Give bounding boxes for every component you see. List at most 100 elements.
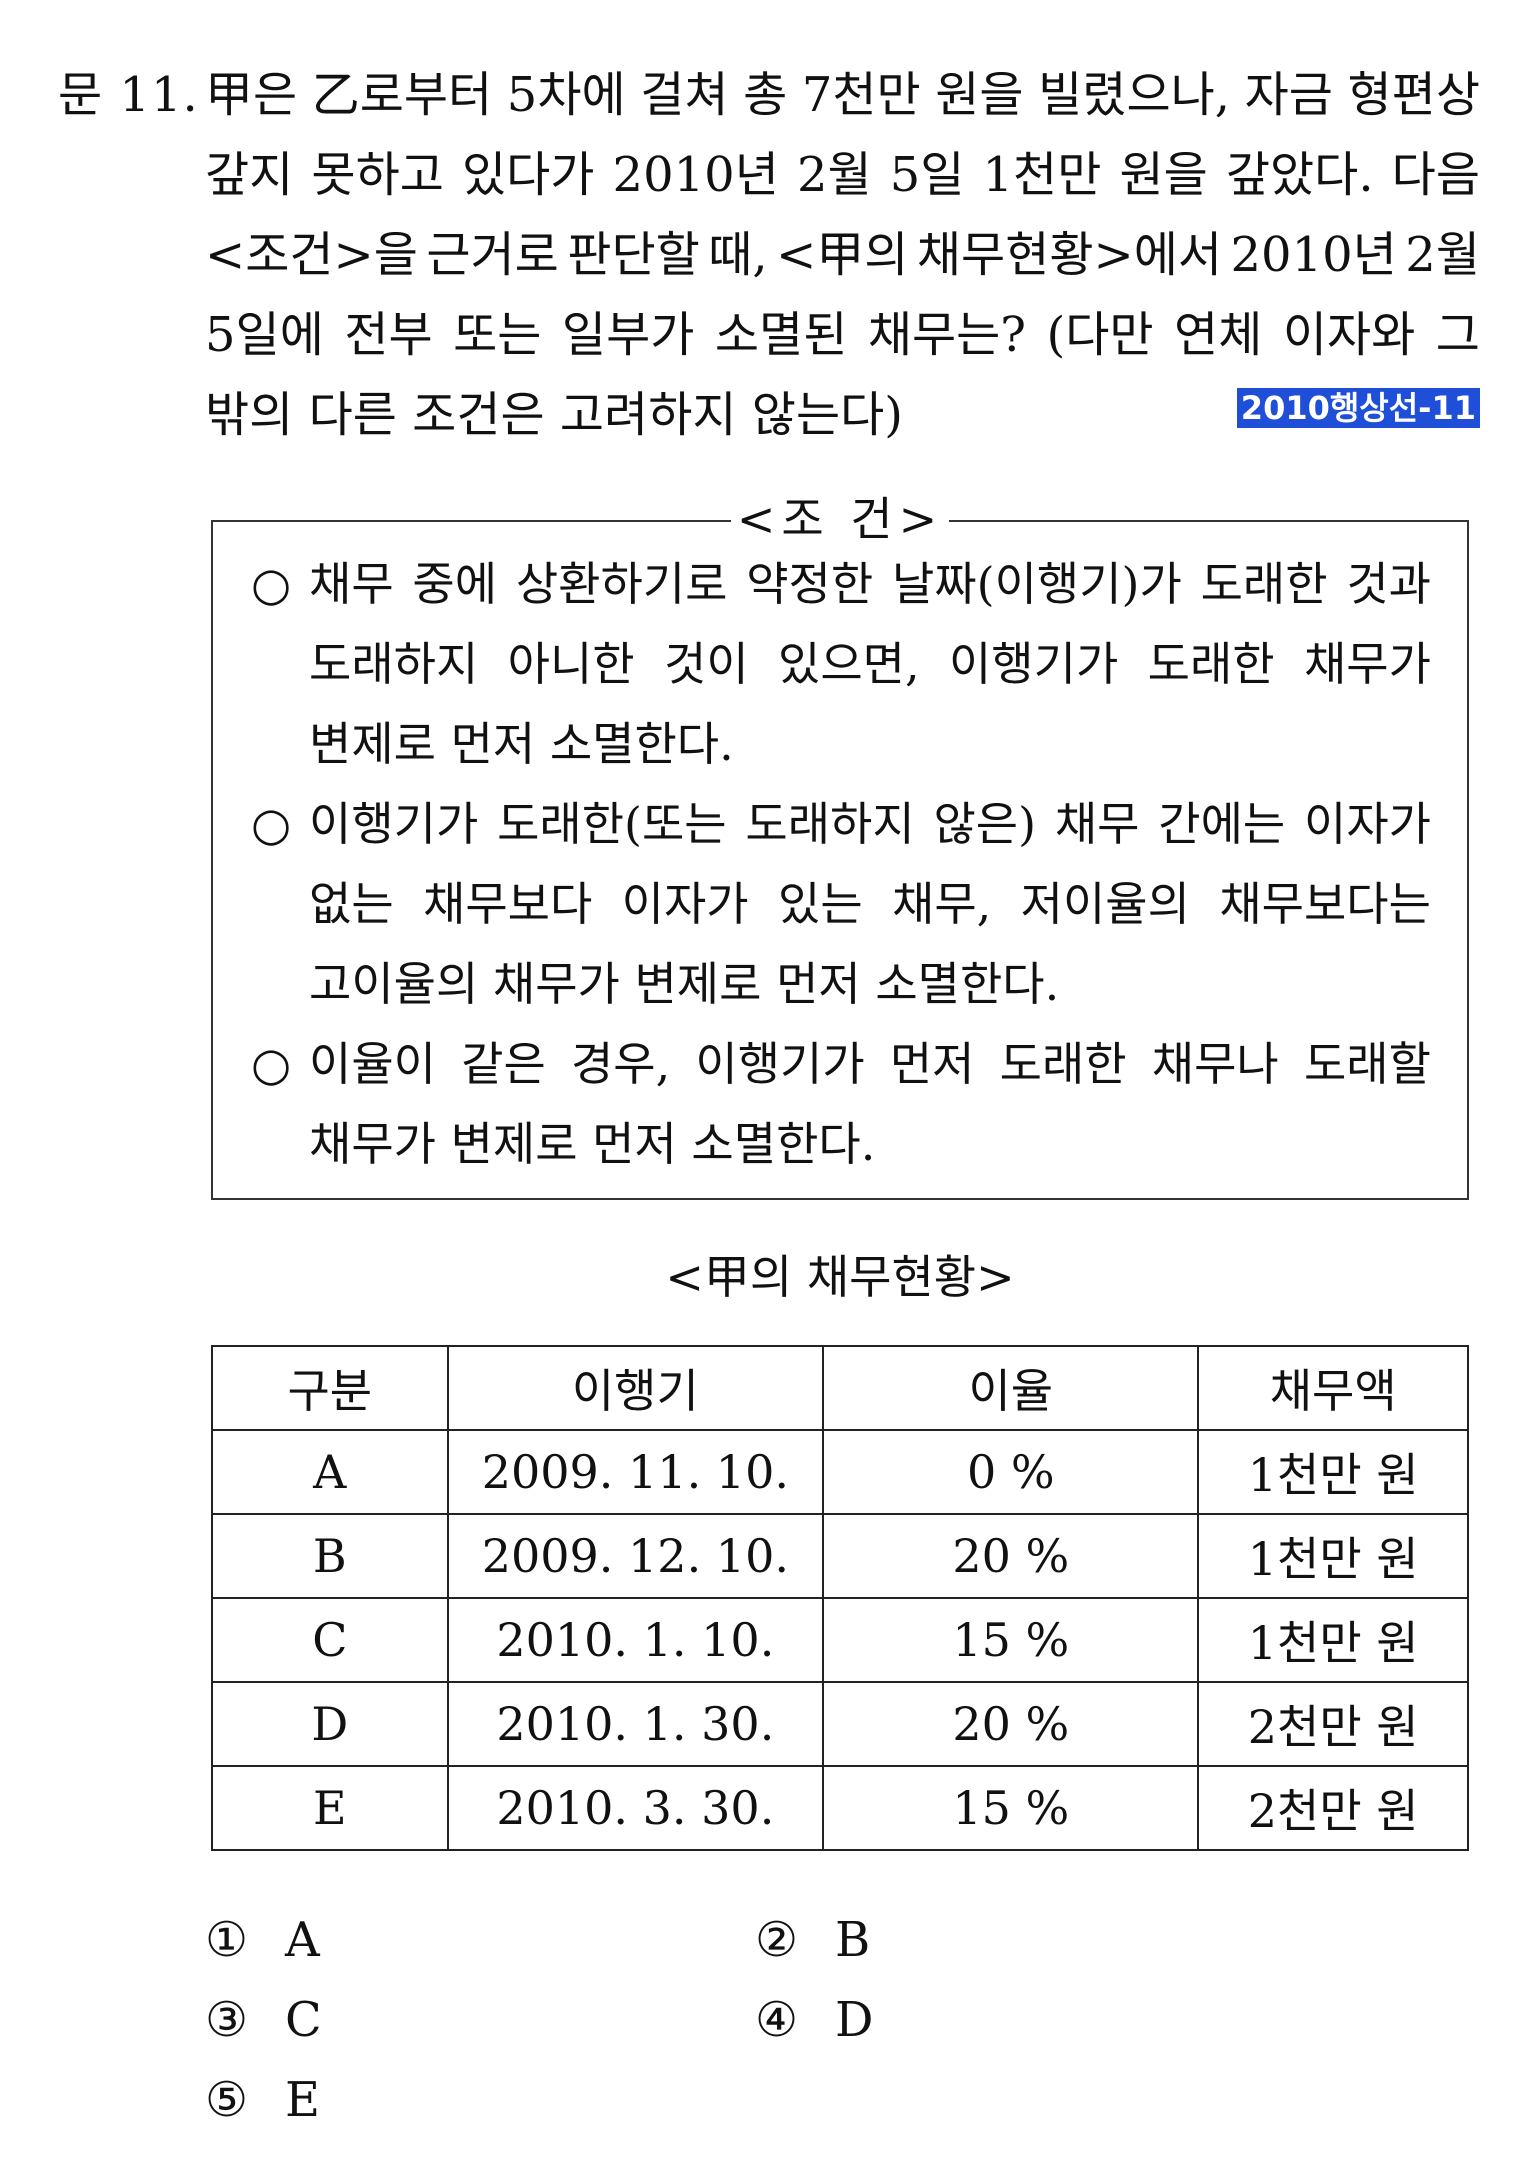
table-cell: A — [211, 1429, 449, 1515]
condition-word: 간에는 — [1158, 797, 1286, 851]
question-word: 2월 — [1405, 227, 1480, 283]
question-word: 甲은 — [205, 67, 298, 123]
table-row: D 2010. 1. 30. 20 % 2천만 원 — [211, 1681, 1469, 1767]
question-word: 때, — [708, 227, 768, 283]
condition-line: 없는 채무보다 이자가 있는 채무, 저이율의 채무보다는 — [309, 864, 1431, 944]
question-word: (다만 — [1046, 307, 1154, 363]
question-word: 못하고 — [311, 147, 444, 203]
condition-word: 이행기가 — [695, 1037, 865, 1091]
conditions-box: <조 건> ○ 채무 중에 상환하기로 약정한 날짜(이행기)가 도래한 것과 도래하지 아니한 것… — [211, 492, 1469, 1200]
condition-word: 도래한 — [999, 1037, 1127, 1091]
question-word: 2010년 — [612, 147, 779, 203]
table-cell: 15 % — [822, 1597, 1200, 1683]
question-word: 이자와 — [1282, 307, 1416, 363]
condition-word: 이율이 — [309, 1037, 436, 1091]
table-cell: 2천만 원 — [1197, 1765, 1469, 1851]
question-word: 2월 — [796, 147, 872, 203]
condition-word: 이행기가 — [948, 637, 1119, 691]
condition-text: 채무가 변제로 먼저 소멸한다. — [309, 1117, 876, 1171]
table-header-row: 구분 이행기 이율 채무액 — [211, 1345, 1469, 1431]
choice-number: ④ — [755, 1992, 799, 2048]
question-word: 그 — [1435, 307, 1480, 363]
question-word: 갚지 — [205, 147, 294, 203]
choice-number: ③ — [205, 1992, 249, 2048]
debt-table: 구분 이행기 이율 채무액 A 2009. 11. 10. 0 % 1천만 원 B 2009. … — [211, 1345, 1469, 1851]
condition-word: 있으면, — [778, 637, 920, 691]
condition-word: 상환하기로 — [515, 557, 728, 611]
question-word: 2010년 — [1230, 227, 1397, 283]
choice-label: A — [285, 1912, 320, 1968]
question-word: 乙로부터 — [311, 67, 493, 123]
question-text: 甲은 乙로부터 5차에 걸쳐 총 7천만 원을 빌렸으나, 자금 형편상 갚지 못하고 있다가 2010년… — [205, 55, 1480, 455]
condition-word: 날짜(이행기)가 — [891, 557, 1182, 611]
table-row: B 2009. 12. 10. 20 % 1천만 원 — [211, 1513, 1469, 1599]
question-word: 전부 — [344, 307, 433, 363]
condition-text: 이율이 같은 경우, 이행기가 먼저 도래한 채무나 도래할 — [309, 1024, 1431, 1104]
choice-number: ② — [755, 1912, 799, 1968]
table-cell: E — [211, 1765, 449, 1851]
question-line: <조건>을 근거로 판단할 때, <甲의 채무현황>에서 2010년 2월 — [205, 215, 1480, 295]
question-word: 판단할 — [567, 227, 700, 283]
question-word: 걸쳐 — [640, 67, 729, 123]
condition-line: 변제로 먼저 소멸한다. — [309, 704, 1431, 784]
table-row: A 2009. 11. 10. 0 % 1천만 원 — [211, 1429, 1469, 1515]
choice-label: C — [285, 1992, 322, 2048]
question-word: 밖의 다른 조건은 고려하지 않는다) — [205, 387, 903, 443]
conditions-title: <조 건> — [730, 492, 950, 546]
table-body: A 2009. 11. 10. 0 % 1천만 원 B 2009. 12. 10. 20 %… — [211, 1429, 1469, 1851]
condition-line: ○ 이율이 같은 경우, 이행기가 먼저 도래한 채무나 도래할 — [251, 1024, 1431, 1104]
condition-word: 이행기가 — [309, 797, 479, 851]
bullet-icon: ○ — [251, 557, 292, 611]
question-word: 1천만 — [982, 147, 1102, 203]
question-word: 있다가 — [461, 147, 595, 203]
table-cell: 0 % — [822, 1429, 1200, 1515]
column-header: 구분 — [211, 1345, 449, 1431]
condition-word: 채무나 — [1151, 1037, 1279, 1091]
question-word: <조건>을 — [205, 227, 418, 283]
question-word: 빌렸으나, — [1038, 67, 1231, 123]
question-number: 문 11. — [58, 67, 199, 123]
condition-line: ○ 채무 중에 상환하기로 약정한 날짜(이행기)가 도래한 것과 — [251, 544, 1431, 624]
condition-word: 없는 — [309, 877, 394, 931]
table-cell: 15 % — [822, 1765, 1200, 1851]
condition-word: 채무 — [309, 557, 394, 611]
condition-word: 아니한 — [507, 637, 635, 691]
table-cell: 1천만 원 — [1197, 1513, 1469, 1599]
condition-word: 채무가 — [1303, 637, 1431, 691]
condition-text: 채무 중에 상환하기로 약정한 날짜(이행기)가 도래한 것과 — [309, 544, 1431, 624]
table-row: E 2010. 3. 30. 15 % 2천만 원 — [211, 1765, 1469, 1851]
condition-text: 고이율의 채무가 변제로 먼저 소멸한다. — [309, 957, 1060, 1011]
question-word: 연체 — [1174, 307, 1263, 363]
condition-word: 것과 — [1346, 557, 1431, 611]
condition-word: 중에 — [412, 557, 498, 611]
question-word: 근거로 — [426, 227, 559, 283]
condition-word: 같은 — [461, 1037, 546, 1091]
question-word: 다음 — [1391, 147, 1480, 203]
condition-word: 도래한(또는 — [497, 797, 727, 851]
table-cell: 2009. 11. 10. — [446, 1429, 825, 1515]
source-tag: 2010행상선-11 — [1236, 388, 1480, 428]
column-header: 채무액 — [1197, 1345, 1469, 1431]
condition-word: 도래한 — [1200, 557, 1328, 611]
condition-word: 채무, — [892, 877, 992, 931]
question-word: 또는 — [453, 307, 542, 363]
condition-word: 도래한 — [1147, 637, 1275, 691]
condition-word: 있는 — [778, 877, 863, 931]
table-title: <甲의 채무현황> — [665, 1250, 1015, 1304]
table-cell: 2010. 1. 30. — [446, 1681, 825, 1767]
question-word: 5일 — [889, 147, 965, 203]
table-cell: 2010. 1. 10. — [446, 1597, 825, 1683]
table-cell: C — [211, 1597, 449, 1683]
condition-word: 저이율의 — [1020, 877, 1190, 931]
condition-line: 채무가 변제로 먼저 소멸한다. — [309, 1104, 1431, 1184]
question-word: 5차에 — [506, 67, 626, 123]
condition-word: 않은) — [933, 797, 1037, 851]
